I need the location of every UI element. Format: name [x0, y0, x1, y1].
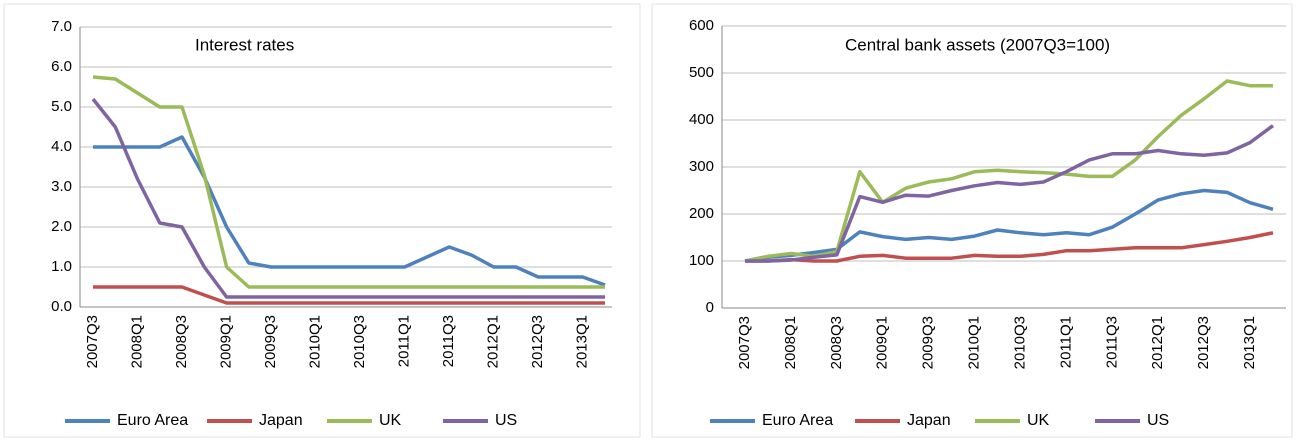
- x-tick-label: 2010Q1: [966, 316, 983, 369]
- y-tick-label: 2.0: [51, 218, 72, 235]
- x-tick-label: 2012Q1: [1149, 316, 1166, 369]
- legend-label: US: [495, 412, 517, 429]
- x-tick-label: 2008Q3: [828, 316, 845, 369]
- y-tick-label: 4.0: [51, 138, 72, 155]
- x-tick-label: 2012Q3: [1195, 316, 1212, 369]
- series-line: [744, 188, 1274, 263]
- x-tick-label: 2007Q3: [84, 315, 101, 368]
- x-tick-label: 2013Q1: [574, 315, 591, 368]
- x-tick-label: 2011Q3: [440, 315, 457, 367]
- x-tick-label: 2011Q1: [1057, 316, 1074, 368]
- x-tick-label: 2010Q1: [307, 315, 324, 368]
- y-tick-label: 3.0: [51, 178, 72, 195]
- series-line: [744, 79, 1273, 263]
- y-tick-label: 6.0: [51, 58, 72, 75]
- y-tick-label: 0: [706, 299, 714, 316]
- x-tick-label: 2013Q1: [1241, 316, 1258, 369]
- x-tick-label: 2010Q3: [351, 315, 368, 368]
- x-tick-label: 2010Q3: [1011, 316, 1028, 369]
- y-tick-label: 0.0: [51, 298, 72, 315]
- y-tick-label: 300: [689, 158, 714, 175]
- y-tick-label: 500: [689, 64, 714, 81]
- panel: [651, 3, 1293, 438]
- y-tick-label: 400: [689, 111, 714, 128]
- x-tick-label: 2012Q3: [529, 315, 546, 368]
- series-line: [745, 231, 1274, 263]
- legend-label: Euro Area: [762, 412, 833, 429]
- x-tick-label: 2011Q1: [396, 315, 413, 367]
- series-line: [745, 124, 1275, 263]
- x-tick-label: 2007Q3: [736, 316, 753, 369]
- legend-label: UK: [1027, 412, 1050, 429]
- x-tick-label: 2009Q3: [262, 315, 279, 368]
- chart-title: Central bank assets (2007Q3=100): [845, 35, 1110, 54]
- y-tick-label: 200: [689, 205, 714, 222]
- series-line: [93, 285, 605, 305]
- y-tick-label: 600: [689, 17, 714, 34]
- x-tick-label: 2011Q3: [1103, 316, 1120, 368]
- panel: [3, 3, 641, 438]
- legend-label: Euro Area: [117, 412, 188, 429]
- series-line: [92, 75, 605, 289]
- legend-label: Japan: [259, 412, 303, 429]
- series-line: [93, 135, 606, 287]
- x-tick-label: 2008Q1: [128, 315, 145, 368]
- x-tick-label: 2012Q1: [485, 315, 502, 368]
- chart-title: Interest rates: [195, 35, 294, 54]
- x-tick-label: 2009Q1: [874, 316, 891, 369]
- y-tick-label: 1.0: [51, 258, 72, 275]
- x-tick-label: 2008Q1: [782, 316, 799, 369]
- y-tick-label: 5.0: [51, 98, 72, 115]
- legend-label: Japan: [907, 412, 951, 429]
- x-tick-label: 2009Q1: [218, 315, 235, 368]
- x-tick-label: 2008Q3: [173, 315, 190, 368]
- y-tick-label: 100: [689, 252, 714, 269]
- legend-label: UK: [379, 412, 402, 429]
- legend-label: US: [1147, 412, 1169, 429]
- y-tick-label: 7.0: [51, 18, 72, 35]
- series-line: [91, 97, 605, 299]
- x-tick-label: 2009Q3: [920, 316, 937, 369]
